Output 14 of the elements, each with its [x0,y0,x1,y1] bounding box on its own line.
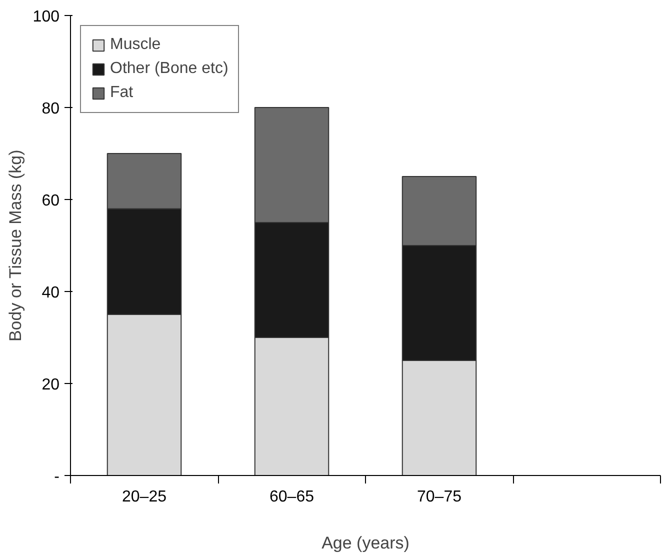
legend-label: Other (Bone etc) [110,60,228,78]
y-tick-label: 80 [42,100,60,118]
y-tick-label: - [54,468,60,486]
legend-label: Muscle [110,36,161,54]
y-tick-label: 40 [42,284,60,302]
legend-label: Fat [110,84,134,102]
x-axis-title: Age (years) [322,534,410,552]
x-tick-label: 60–65 [270,488,314,506]
x-tick-label: 20–25 [122,488,167,506]
y-axis-title: Body or Tissue Mass (kg) [6,150,25,342]
y-tick-label: 20 [42,376,60,394]
x-tick-label: 70–75 [417,488,462,506]
y-tick-label: 100 [32,8,60,26]
y-tick-label: 60 [42,192,60,210]
